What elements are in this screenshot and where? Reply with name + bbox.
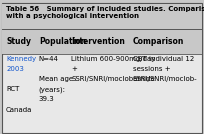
Text: N=44: N=44: [39, 56, 59, 62]
Text: CBT individual 12: CBT individual 12: [133, 56, 194, 62]
Text: 39.3: 39.3: [39, 96, 54, 103]
Text: Study: Study: [6, 37, 31, 46]
Text: SSRI/SNRI/moclob-: SSRI/SNRI/moclob-: [133, 76, 197, 82]
Text: SSRI/SNRI/moclobemide: SSRI/SNRI/moclobemide: [71, 76, 155, 82]
Text: with a psychological intervention: with a psychological intervention: [6, 13, 139, 19]
Bar: [2, 29, 202, 54]
Text: Comparison: Comparison: [133, 37, 184, 46]
Text: Canada: Canada: [6, 107, 32, 113]
Text: Table 56   Summary of included studies. Comparison 55. Au: Table 56 Summary of included studies. Co…: [6, 6, 204, 12]
Text: Mean age: Mean age: [39, 76, 73, 82]
Text: Lithium 600-900mg/day: Lithium 600-900mg/day: [71, 56, 156, 62]
Text: (years):: (years):: [39, 86, 66, 93]
Text: RCT: RCT: [6, 86, 20, 92]
Text: +: +: [71, 66, 77, 72]
Bar: [2, 4, 202, 29]
Text: Population: Population: [39, 37, 86, 46]
Text: Kennedy: Kennedy: [6, 56, 36, 62]
Text: sessions +: sessions +: [133, 66, 170, 72]
Text: Intervention: Intervention: [71, 37, 125, 46]
Text: 2003: 2003: [6, 66, 24, 72]
